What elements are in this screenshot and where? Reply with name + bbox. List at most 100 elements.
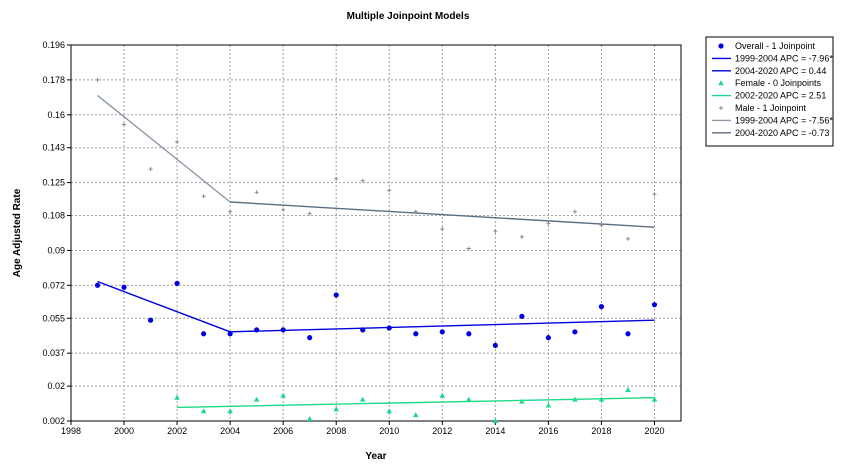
plus-point xyxy=(599,223,604,228)
triangle-point xyxy=(572,396,578,402)
circle-point xyxy=(519,313,525,319)
triangle-point xyxy=(174,394,180,400)
trend-line-1 xyxy=(97,280,231,333)
x-axis-title: Year xyxy=(365,451,386,462)
plus-point xyxy=(652,192,657,197)
x-tick-label: 2004 xyxy=(220,426,240,436)
triangle-point xyxy=(651,396,658,402)
trend-line-2 xyxy=(230,319,655,333)
y-tick-label: 0.16 xyxy=(47,110,65,120)
plus-point xyxy=(572,209,577,214)
legend-box xyxy=(705,36,834,147)
x-tick-label: 2002 xyxy=(167,426,187,436)
circle-point xyxy=(651,302,658,308)
circle-point xyxy=(598,304,605,310)
triangle-point xyxy=(598,396,605,402)
plus-point xyxy=(625,236,630,241)
plus-point xyxy=(201,194,206,199)
circle-point xyxy=(466,331,472,337)
y-tick-label: 0.02 xyxy=(47,381,65,391)
legend-entry-label: Female - 0 Joinpoints xyxy=(735,78,822,88)
circle-point xyxy=(413,331,419,337)
plus-point xyxy=(413,209,418,214)
x-tick-label: 2020 xyxy=(644,426,664,436)
trend-line-4 xyxy=(177,397,655,409)
chart-title: Multiple Joinpoint Models xyxy=(347,11,470,22)
y-tick-label: 0.143 xyxy=(42,143,65,153)
y-tick-label: 0.178 xyxy=(42,75,65,85)
x-tick-label: 2000 xyxy=(114,426,134,436)
x-tick-label: 2012 xyxy=(432,426,452,436)
legend-entry-label: Male - 1 Joinpoint xyxy=(735,103,807,113)
plus-point xyxy=(281,207,286,212)
triangle-point xyxy=(280,392,286,398)
circle-point xyxy=(227,331,233,337)
circle-point xyxy=(147,317,154,323)
triangle-point xyxy=(386,408,393,414)
y-tick-label: 0.072 xyxy=(42,280,65,290)
legend-plus-swatch xyxy=(719,106,723,110)
circle-point xyxy=(572,329,578,335)
triangle-point xyxy=(253,396,260,402)
circle-point xyxy=(333,292,339,298)
legend-entry-label: 2002-2020 APC = 2.51 xyxy=(735,91,826,101)
legend-entry-label: 1999-2004 APC = -7.56* xyxy=(735,115,833,125)
x-tick-label: 2006 xyxy=(273,426,293,436)
circle-point xyxy=(94,282,101,288)
circle-point xyxy=(386,325,392,331)
circle-point xyxy=(307,335,313,341)
triangle-point xyxy=(333,406,340,412)
plus-point xyxy=(254,190,259,195)
circle-point xyxy=(121,284,127,290)
plus-point xyxy=(360,178,365,183)
triangle-point xyxy=(306,416,313,422)
triangle-point xyxy=(466,396,472,402)
plus-point xyxy=(148,167,153,172)
x-tick-label: 2018 xyxy=(591,426,611,436)
plus-point xyxy=(493,229,498,234)
circle-point xyxy=(439,329,445,335)
y-tick-label: 0.108 xyxy=(42,211,65,221)
plus-point xyxy=(440,227,445,232)
x-tick-label: 2008 xyxy=(326,426,346,436)
legend-entry-label: 2004-2020 APC = 0.44 xyxy=(735,66,826,76)
trend-lines xyxy=(97,94,655,409)
y-tick-label: 0.196 xyxy=(42,40,65,50)
legend: Overall - 1 Joinpoint 1999-2004 APC = -7.… xyxy=(705,36,834,147)
circle-point xyxy=(545,335,551,341)
trend-line-6 xyxy=(97,94,231,203)
circle-point xyxy=(280,327,286,333)
axis-ticks: 1998 2000 2002 2004 2006 2008 2010 2012 2014 2016… xyxy=(42,40,664,436)
triangle-point xyxy=(227,408,233,414)
grid xyxy=(71,45,681,421)
x-tick-label: 2010 xyxy=(379,426,399,436)
legend-entry-label: Overall - 1 Joinpoint xyxy=(735,41,816,51)
y-tick-label: 0.09 xyxy=(47,245,65,255)
legend-circle-swatch xyxy=(718,43,724,49)
trend-line-7 xyxy=(230,201,655,228)
triangle-point xyxy=(492,418,499,423)
plus-point xyxy=(387,188,392,193)
plus-point xyxy=(466,246,471,251)
plus-point xyxy=(228,209,233,214)
plus-point xyxy=(307,211,312,216)
triangle-point xyxy=(412,412,419,418)
y-axis-title: Age Adjusted Rate xyxy=(12,188,23,277)
triangle-point xyxy=(625,386,631,392)
legend-triangle-swatch xyxy=(718,80,724,86)
circle-point xyxy=(201,331,207,337)
triangle-point xyxy=(519,398,525,404)
circle-point xyxy=(174,280,180,286)
plot-area xyxy=(70,44,682,422)
circle-point xyxy=(625,331,631,337)
x-tick-label: 2016 xyxy=(538,426,558,436)
y-tick-label: 0.002 xyxy=(42,416,65,426)
triangle-point xyxy=(545,402,552,408)
triangle-point xyxy=(439,392,446,398)
plus-point xyxy=(546,221,551,226)
triangle-point xyxy=(359,396,366,402)
circle-point xyxy=(360,327,366,333)
plus-point xyxy=(334,176,339,181)
plus-point xyxy=(175,139,180,144)
